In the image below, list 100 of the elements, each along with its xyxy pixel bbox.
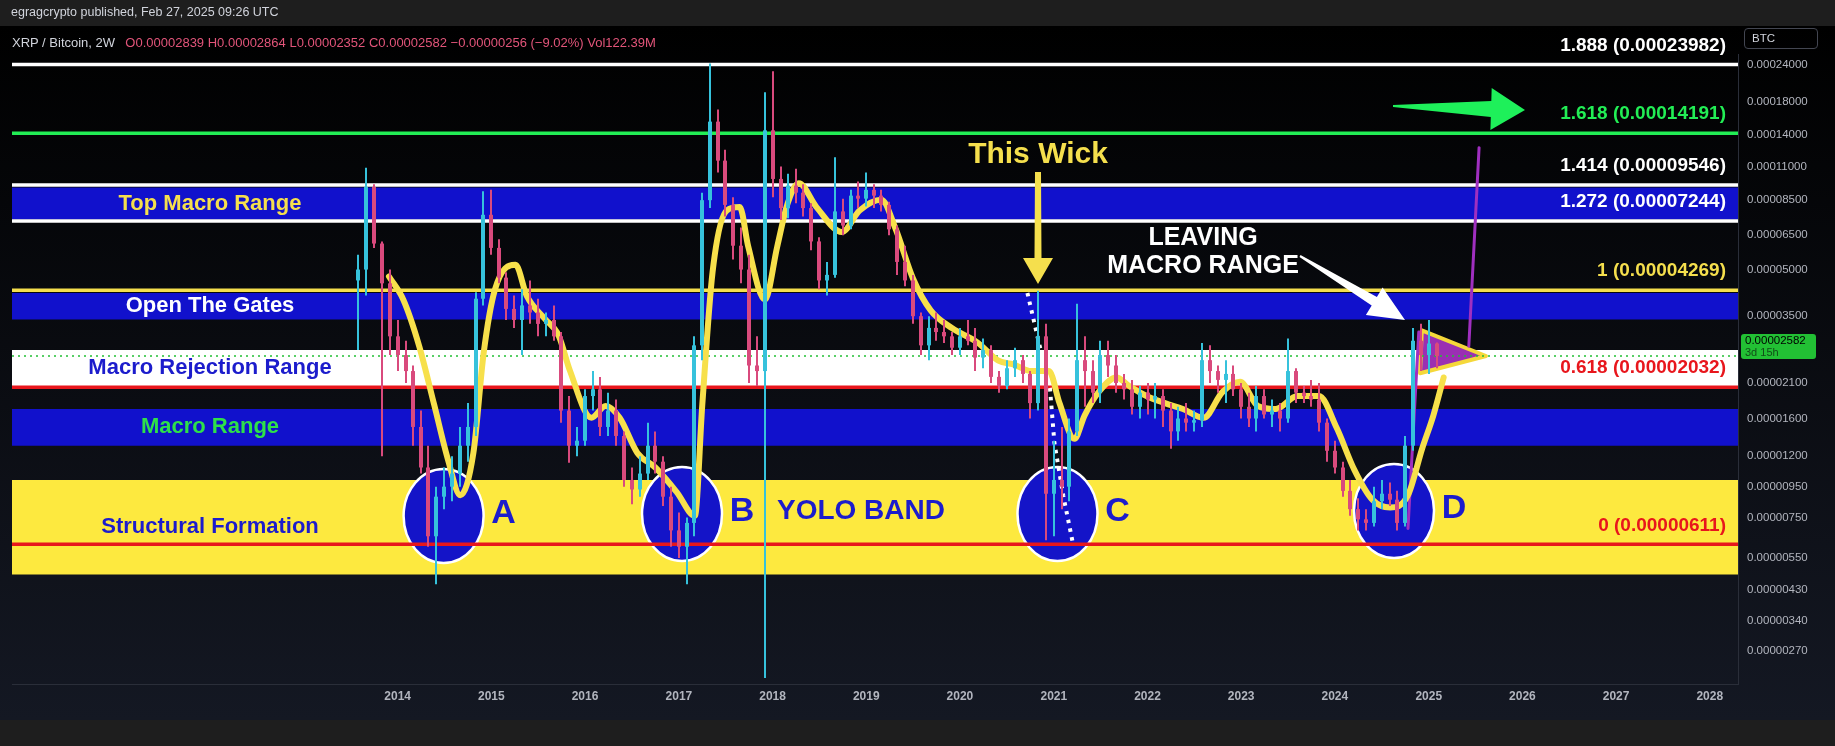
candlestick — [1114, 354, 1118, 394]
candlestick — [1184, 402, 1188, 433]
candlestick — [1372, 485, 1376, 528]
candlestick — [801, 183, 805, 218]
candlestick — [864, 171, 868, 208]
candlestick — [630, 466, 634, 506]
candlestick — [997, 370, 1001, 394]
candlestick — [786, 172, 790, 220]
candlestick — [1364, 508, 1368, 532]
y-tick-label: 0.00000430 — [1747, 583, 1808, 596]
candlestick — [1317, 381, 1321, 433]
candlestick — [512, 294, 516, 329]
candlestick — [1341, 460, 1345, 498]
ref-line-label: 1.414 (0.00009546) — [1560, 154, 1726, 176]
annotation: LEAVING MACRO RANGE — [1107, 221, 1299, 278]
candlestick — [872, 183, 876, 210]
candlestick — [591, 370, 595, 412]
annotation: A — [491, 492, 516, 531]
candlestick — [1106, 339, 1110, 378]
band-label: Macro Range — [140, 413, 280, 439]
y-tick-label: 0.00006500 — [1747, 228, 1808, 241]
annotation: This Wick — [968, 136, 1109, 170]
x-tick-label: 2027 — [1602, 688, 1630, 703]
y-tick-label: 0.00018000 — [1747, 95, 1808, 108]
y-tick-label: 0.00014000 — [1747, 128, 1808, 141]
y-tick-label: 0.00001600 — [1747, 411, 1808, 424]
candlestick — [903, 244, 907, 288]
candlestick — [396, 318, 400, 373]
candlestick — [1161, 388, 1165, 428]
candlestick — [1278, 402, 1282, 433]
candlestick — [1060, 425, 1064, 511]
y-tick-label: 0.00002100 — [1747, 376, 1808, 389]
x-tick-label: 2026 — [1509, 688, 1537, 703]
candlestick — [1153, 381, 1157, 420]
candlestick — [1169, 402, 1173, 450]
x-tick-label: 2025 — [1415, 688, 1443, 703]
x-tick-label: 2019 — [852, 688, 880, 703]
candlestick — [606, 391, 610, 437]
candlestick — [1356, 497, 1360, 532]
candlestick — [1216, 364, 1220, 394]
candlestick — [1294, 367, 1298, 405]
y-tick-label: 0.00000270 — [1747, 644, 1808, 657]
x-tick-label: 2014 — [384, 688, 412, 703]
candlestick — [685, 516, 689, 586]
y-tick-label: 0.00024000 — [1747, 57, 1808, 70]
ref-line-label: 0.00002582 — [1745, 334, 1806, 347]
candlestick — [1239, 381, 1243, 420]
candlestick — [958, 326, 962, 357]
candlestick — [1146, 381, 1150, 416]
x-tick-label: 2017 — [665, 688, 693, 703]
band-label: Macro Rejection Range — [88, 354, 332, 380]
candlestick — [575, 425, 579, 458]
candlestick — [942, 318, 946, 345]
candlestick — [1419, 322, 1423, 373]
chart-subtitle: O0.00002839 H0.00002864 L0.00002352 C0.00002582 −0.00000256 (−9.02%) Vol122.39M — [125, 34, 656, 50]
candlestick — [442, 466, 446, 511]
ref-line-label: 1 (0.00004269) — [1597, 259, 1726, 281]
candlestick — [528, 279, 532, 325]
candlestick — [1013, 346, 1017, 378]
candlestick — [1176, 405, 1180, 442]
x-tick-label: 2021 — [1040, 688, 1068, 703]
candlestick — [879, 188, 883, 213]
annotation: YOLO BAND — [777, 493, 945, 525]
candlestick — [638, 455, 642, 498]
y-tick-label: 0.00000550 — [1747, 551, 1808, 564]
candlestick — [1388, 481, 1392, 507]
x-tick-label: 2028 — [1696, 688, 1724, 703]
x-tick-label: 2023 — [1227, 688, 1255, 703]
text: 3d 15h — [1745, 345, 1779, 358]
candlestick — [404, 339, 408, 384]
candlestick — [544, 311, 548, 338]
candlestick — [1427, 318, 1431, 375]
candlestick — [981, 337, 985, 370]
candlestick — [536, 297, 540, 338]
candlestick — [856, 180, 860, 210]
candlestick — [1122, 372, 1126, 401]
x-tick-label: 2016 — [571, 688, 599, 703]
candlestick — [1262, 388, 1266, 420]
candlestick — [1192, 409, 1196, 433]
candlestick — [1247, 391, 1251, 428]
band-label: Top Macro Range — [118, 189, 302, 215]
candlestick — [739, 226, 743, 285]
candlestick — [356, 253, 360, 352]
band-label: Structural Formation — [101, 513, 319, 539]
candlestick — [841, 197, 845, 237]
candlestick — [1130, 378, 1134, 416]
candlestick — [1083, 335, 1087, 408]
ref-line-label: 0 (0.00000611) — [1598, 513, 1726, 535]
candlestick — [1224, 359, 1228, 405]
x-tick-label: 2024 — [1321, 688, 1349, 703]
candlestick — [794, 167, 798, 205]
candlestick — [653, 430, 657, 475]
candlestick — [1208, 344, 1212, 384]
candlestick — [755, 335, 759, 388]
candlestick — [1091, 359, 1095, 405]
y-tick-label: 0.00001200 — [1747, 449, 1808, 462]
candlestick — [1005, 359, 1009, 391]
band-label: Open The Gates — [125, 292, 295, 318]
annotation: C — [1105, 490, 1130, 529]
candlestick — [1254, 385, 1258, 433]
